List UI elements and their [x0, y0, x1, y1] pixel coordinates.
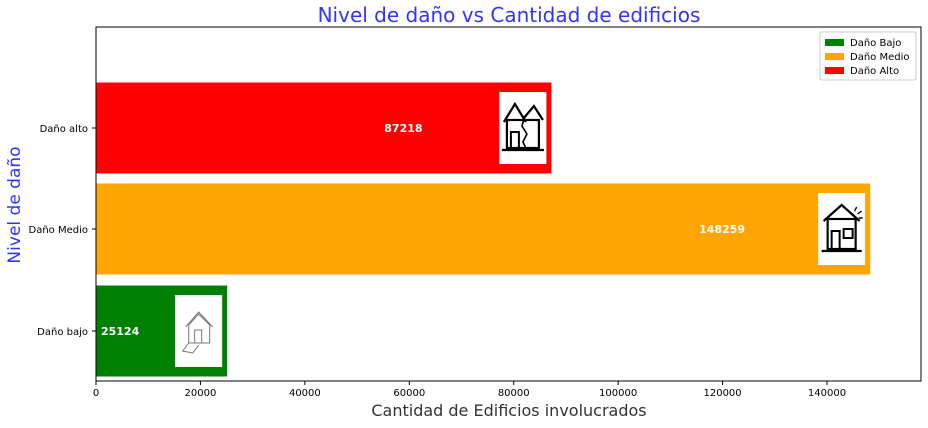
icons-layer	[175, 92, 866, 367]
bars-layer	[96, 82, 871, 377]
x-axis-label: Cantidad de Edificios involucrados	[371, 401, 646, 420]
y-tick-label-2: Daño Medio	[29, 225, 89, 236]
x-tick-label-3: 60000	[393, 388, 425, 399]
intact-house-icon	[175, 295, 223, 367]
legend-label-3: Daño Alto	[850, 66, 899, 77]
data-labels-layer: 25124 148259 87218	[101, 122, 745, 338]
x-tick-label-1: 20000	[185, 388, 217, 399]
x-tick-label-6: 120000	[703, 388, 741, 399]
y-axis-label: Nivel de daño	[5, 146, 25, 263]
legend-label-1: Daño Bajo	[850, 38, 901, 49]
x-tick-label-7: 140000	[808, 388, 846, 399]
data-label-2: 148259	[699, 223, 745, 236]
data-label-3: 87218	[384, 122, 422, 135]
bar-3	[96, 82, 552, 174]
cracked-house-icon	[499, 92, 547, 164]
axes-layer: Daño bajo Daño Medio Daño alto 0 20000 40000 6…	[29, 26, 922, 399]
y-tick-label-3: Daño alto	[40, 124, 88, 135]
x-tick-label-5: 100000	[599, 388, 637, 399]
x-tick-label-2: 40000	[289, 388, 321, 399]
legend-label-2: Daño Medio	[850, 52, 910, 63]
y-tick-label-1: Daño bajo	[37, 327, 88, 338]
legend-swatch-2	[825, 53, 844, 60]
x-tick-label-0: 0	[93, 388, 99, 399]
legend: Daño Bajo Daño Medio Daño Alto	[819, 31, 917, 81]
chart-title: Nivel de daño vs Cantidad de edificios	[318, 3, 701, 27]
data-label-1: 25124	[101, 325, 140, 338]
bar-2	[96, 183, 871, 275]
x-tick-label-4: 80000	[498, 388, 530, 399]
plot-frame	[95, 26, 922, 382]
legend-swatch-1	[825, 39, 844, 46]
legend-swatch-3	[825, 67, 844, 74]
tilted-house-icon	[818, 193, 866, 265]
